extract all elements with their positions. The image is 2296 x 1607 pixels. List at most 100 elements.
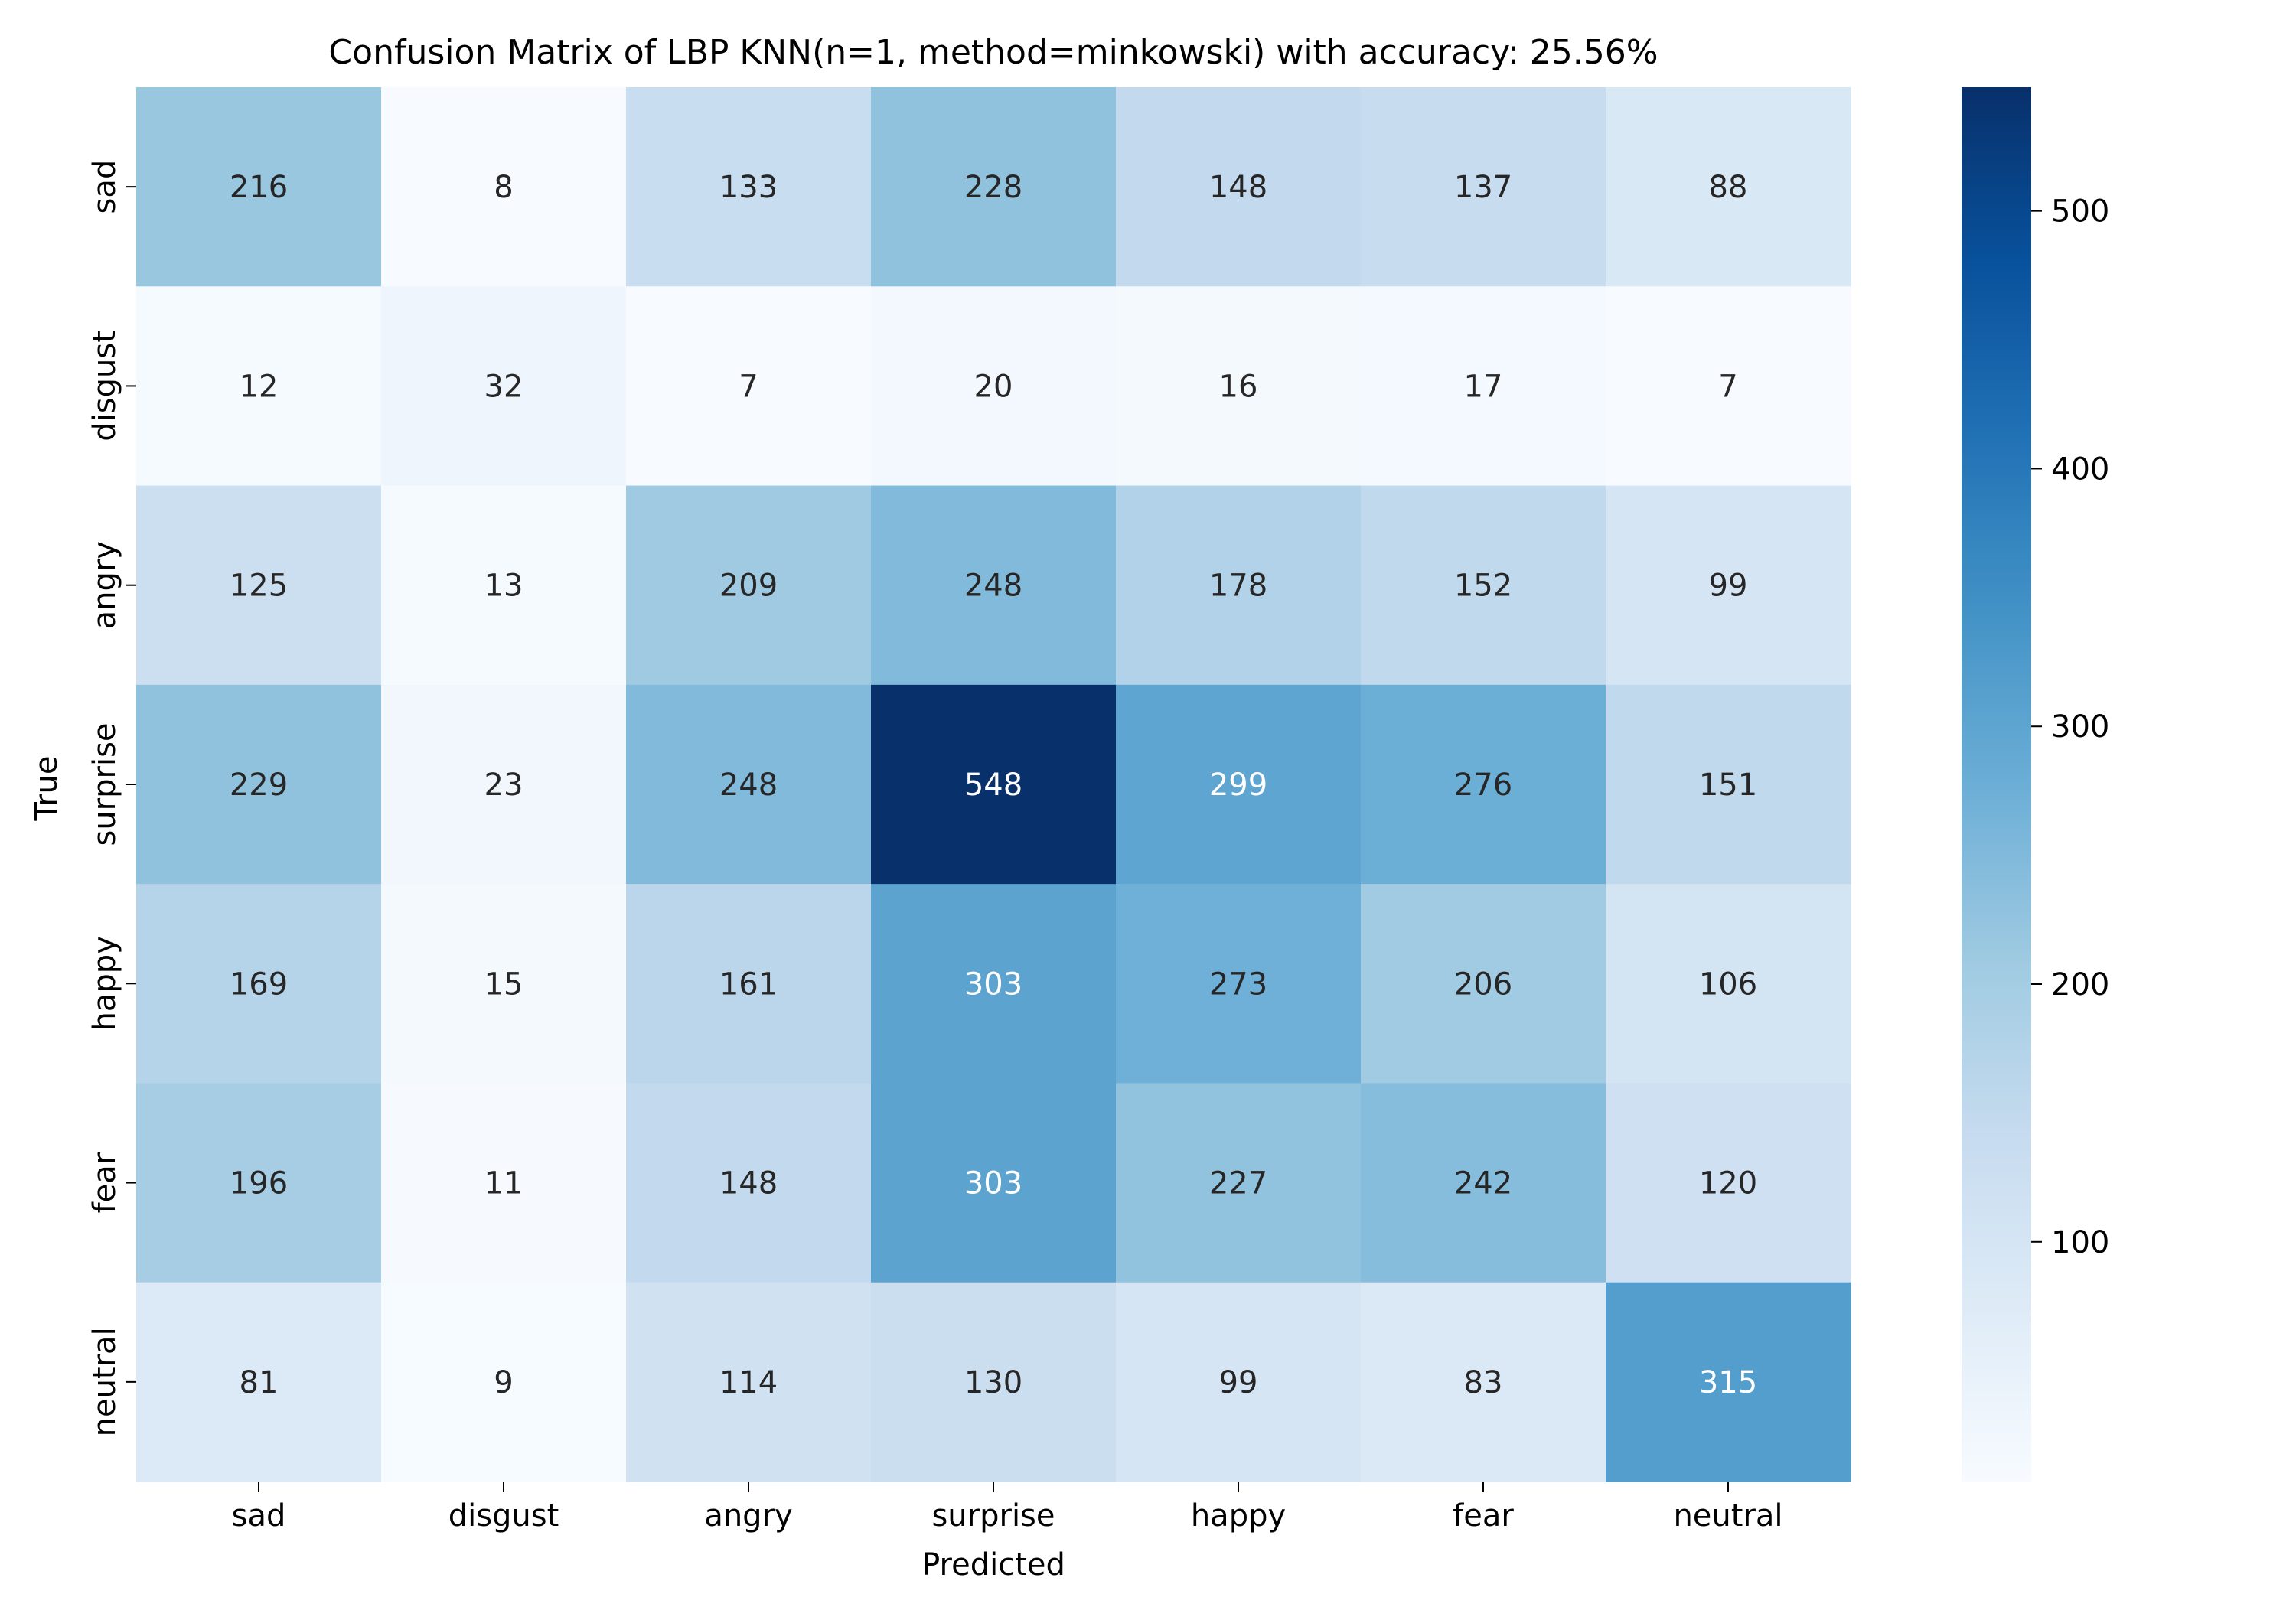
heatmap-cell-value: 276 (1454, 768, 1512, 803)
heatmap-cell-value: 178 (1209, 569, 1267, 604)
heatmap-cells (136, 87, 1851, 1482)
heatmap-cell-value: 196 (230, 1166, 288, 1201)
heatmap-cell-value: 20 (974, 369, 1013, 404)
colorbar (1962, 87, 2031, 1482)
y-axis-label: True (29, 756, 64, 822)
heatmap-cell-value: 169 (230, 966, 288, 1002)
heatmap-cell-value: 13 (484, 569, 523, 604)
heatmap-cell-value: 133 (719, 170, 778, 205)
heatmap-cell-angry-happy (1116, 485, 1362, 686)
heatmap-cell-fear-sad (136, 1083, 382, 1283)
x-axis: sad disgust angry surprise happy fear neutral (232, 1482, 1783, 1534)
heatmap-cell-neutral-surprise (871, 1282, 1117, 1482)
heatmap-cell-sad-happy (1116, 87, 1362, 287)
heatmap-cell-surprise-neutral (1606, 684, 1851, 885)
colorbar-ticks: 100 200 300 400 500 (2031, 194, 2109, 1260)
heatmap-cell-neutral-sad (136, 1282, 382, 1482)
heatmap-cell-surprise-happy (1116, 684, 1362, 885)
heatmap-cell-happy-happy (1116, 884, 1362, 1084)
heatmap-cell-disgust-neutral (1606, 286, 1851, 487)
heatmap-cell-value: 299 (1209, 768, 1267, 803)
heatmap-cell-value: 15 (484, 966, 523, 1002)
heatmap-cell-value: 99 (1709, 569, 1748, 604)
heatmap-cell-fear-surprise (871, 1083, 1117, 1283)
x-tick-label: sad (232, 1498, 286, 1534)
x-tick-label: disgust (448, 1498, 559, 1534)
heatmap-cell-surprise-surprise (871, 684, 1117, 885)
heatmap-cell-surprise-fear (1361, 684, 1606, 885)
heatmap-cell-surprise-angry (626, 684, 872, 885)
heatmap-cell-value: 248 (964, 569, 1022, 604)
heatmap-cell-value: 88 (1709, 170, 1748, 205)
y-tick-label: happy (87, 936, 122, 1031)
heatmap-cell-angry-sad (136, 485, 382, 686)
heatmap-cell-neutral-fear (1361, 1282, 1606, 1482)
heatmap-cell-value: 114 (719, 1365, 778, 1400)
x-tick-label: angry (704, 1498, 792, 1534)
heatmap-cell-value: 548 (964, 768, 1022, 803)
heatmap-cell-value: 99 (1219, 1365, 1258, 1400)
heatmap-cell-value: 216 (230, 170, 288, 205)
heatmap-cell-sad-angry (626, 87, 872, 287)
heatmap-cell-sad-fear (1361, 87, 1606, 287)
y-tick-label: surprise (87, 722, 122, 846)
heatmap-cell-disgust-sad (136, 286, 382, 487)
y-tick-label: fear (87, 1152, 122, 1213)
heatmap-cell-happy-neutral (1606, 884, 1851, 1084)
heatmap-cell-value: 303 (964, 966, 1022, 1002)
heatmap-cell-value: 8 (494, 170, 513, 205)
heatmap-cell-value: 125 (230, 569, 288, 604)
heatmap-cell-value: 228 (964, 170, 1022, 205)
heatmap-cell-value: 248 (719, 768, 778, 803)
heatmap-cell-angry-disgust (381, 485, 627, 686)
heatmap-cell-neutral-disgust (381, 1282, 627, 1482)
heatmap-cell-happy-surprise (871, 884, 1117, 1084)
heatmap-cell-neutral-angry (626, 1282, 872, 1482)
heatmap-cell-disgust-disgust (381, 286, 627, 487)
heatmap-cell-value: 17 (1464, 369, 1503, 404)
heatmap-cell-angry-angry (626, 485, 872, 686)
heatmap-cell-angry-surprise (871, 485, 1117, 686)
heatmap-cell-value: 303 (964, 1166, 1022, 1201)
heatmap-cell-value: 161 (719, 966, 778, 1002)
x-tick-label: happy (1191, 1498, 1286, 1534)
heatmap-cell-value: 7 (739, 369, 758, 404)
heatmap-cell-value: 148 (719, 1166, 778, 1201)
heatmap-cell-value: 7 (1718, 369, 1737, 404)
heatmap-cell-labels: 216 8 133 228 148 137 88 12 32 7 20 16 17 7 125 13 209 24… (230, 170, 1757, 1400)
heatmap-cell-value: 9 (494, 1365, 513, 1400)
heatmap-cell-value: 130 (964, 1365, 1022, 1400)
chart-title: Confusion Matrix of LBP KNN(n=1, method=… (328, 33, 1658, 72)
heatmap-cell-value: 23 (484, 768, 523, 803)
y-tick-label: disgust (87, 331, 122, 442)
heatmap-cell-value: 16 (1219, 369, 1258, 404)
heatmap-cell-value: 32 (484, 369, 523, 404)
heatmap-cell-value: 137 (1454, 170, 1512, 205)
x-tick-label: fear (1453, 1498, 1514, 1534)
heatmap-cell-disgust-surprise (871, 286, 1117, 487)
heatmap-cell-value: 12 (240, 369, 279, 404)
x-tick-label: surprise (931, 1498, 1055, 1534)
heatmap-cell-fear-neutral (1606, 1083, 1851, 1283)
heatmap-cell-value: 152 (1454, 569, 1512, 604)
heatmap-cell-neutral-happy (1116, 1282, 1362, 1482)
heatmap-cell-surprise-disgust (381, 684, 627, 885)
x-axis-label: Predicted (921, 1547, 1065, 1583)
heatmap-cell-sad-sad (136, 87, 382, 287)
heatmap-cell-sad-disgust (381, 87, 627, 287)
heatmap-cell-value: 148 (1209, 170, 1267, 205)
heatmap-cell-angry-neutral (1606, 485, 1851, 686)
heatmap-cell-value: 11 (484, 1166, 523, 1201)
heatmap-cell-fear-disgust (381, 1083, 627, 1283)
heatmap-cell-value: 315 (1699, 1365, 1757, 1400)
heatmap-cell-value: 242 (1454, 1166, 1512, 1201)
heatmap-cell-value: 273 (1209, 966, 1267, 1002)
heatmap-cell-sad-surprise (871, 87, 1117, 287)
heatmap-cell-happy-angry (626, 884, 872, 1084)
colorbar-tick-label: 200 (2051, 967, 2109, 1002)
y-tick-label: sad (87, 160, 122, 214)
heatmap-cell-value: 227 (1209, 1166, 1267, 1201)
colorbar-tick-label: 500 (2051, 194, 2109, 230)
heatmap-cell-disgust-fear (1361, 286, 1606, 487)
